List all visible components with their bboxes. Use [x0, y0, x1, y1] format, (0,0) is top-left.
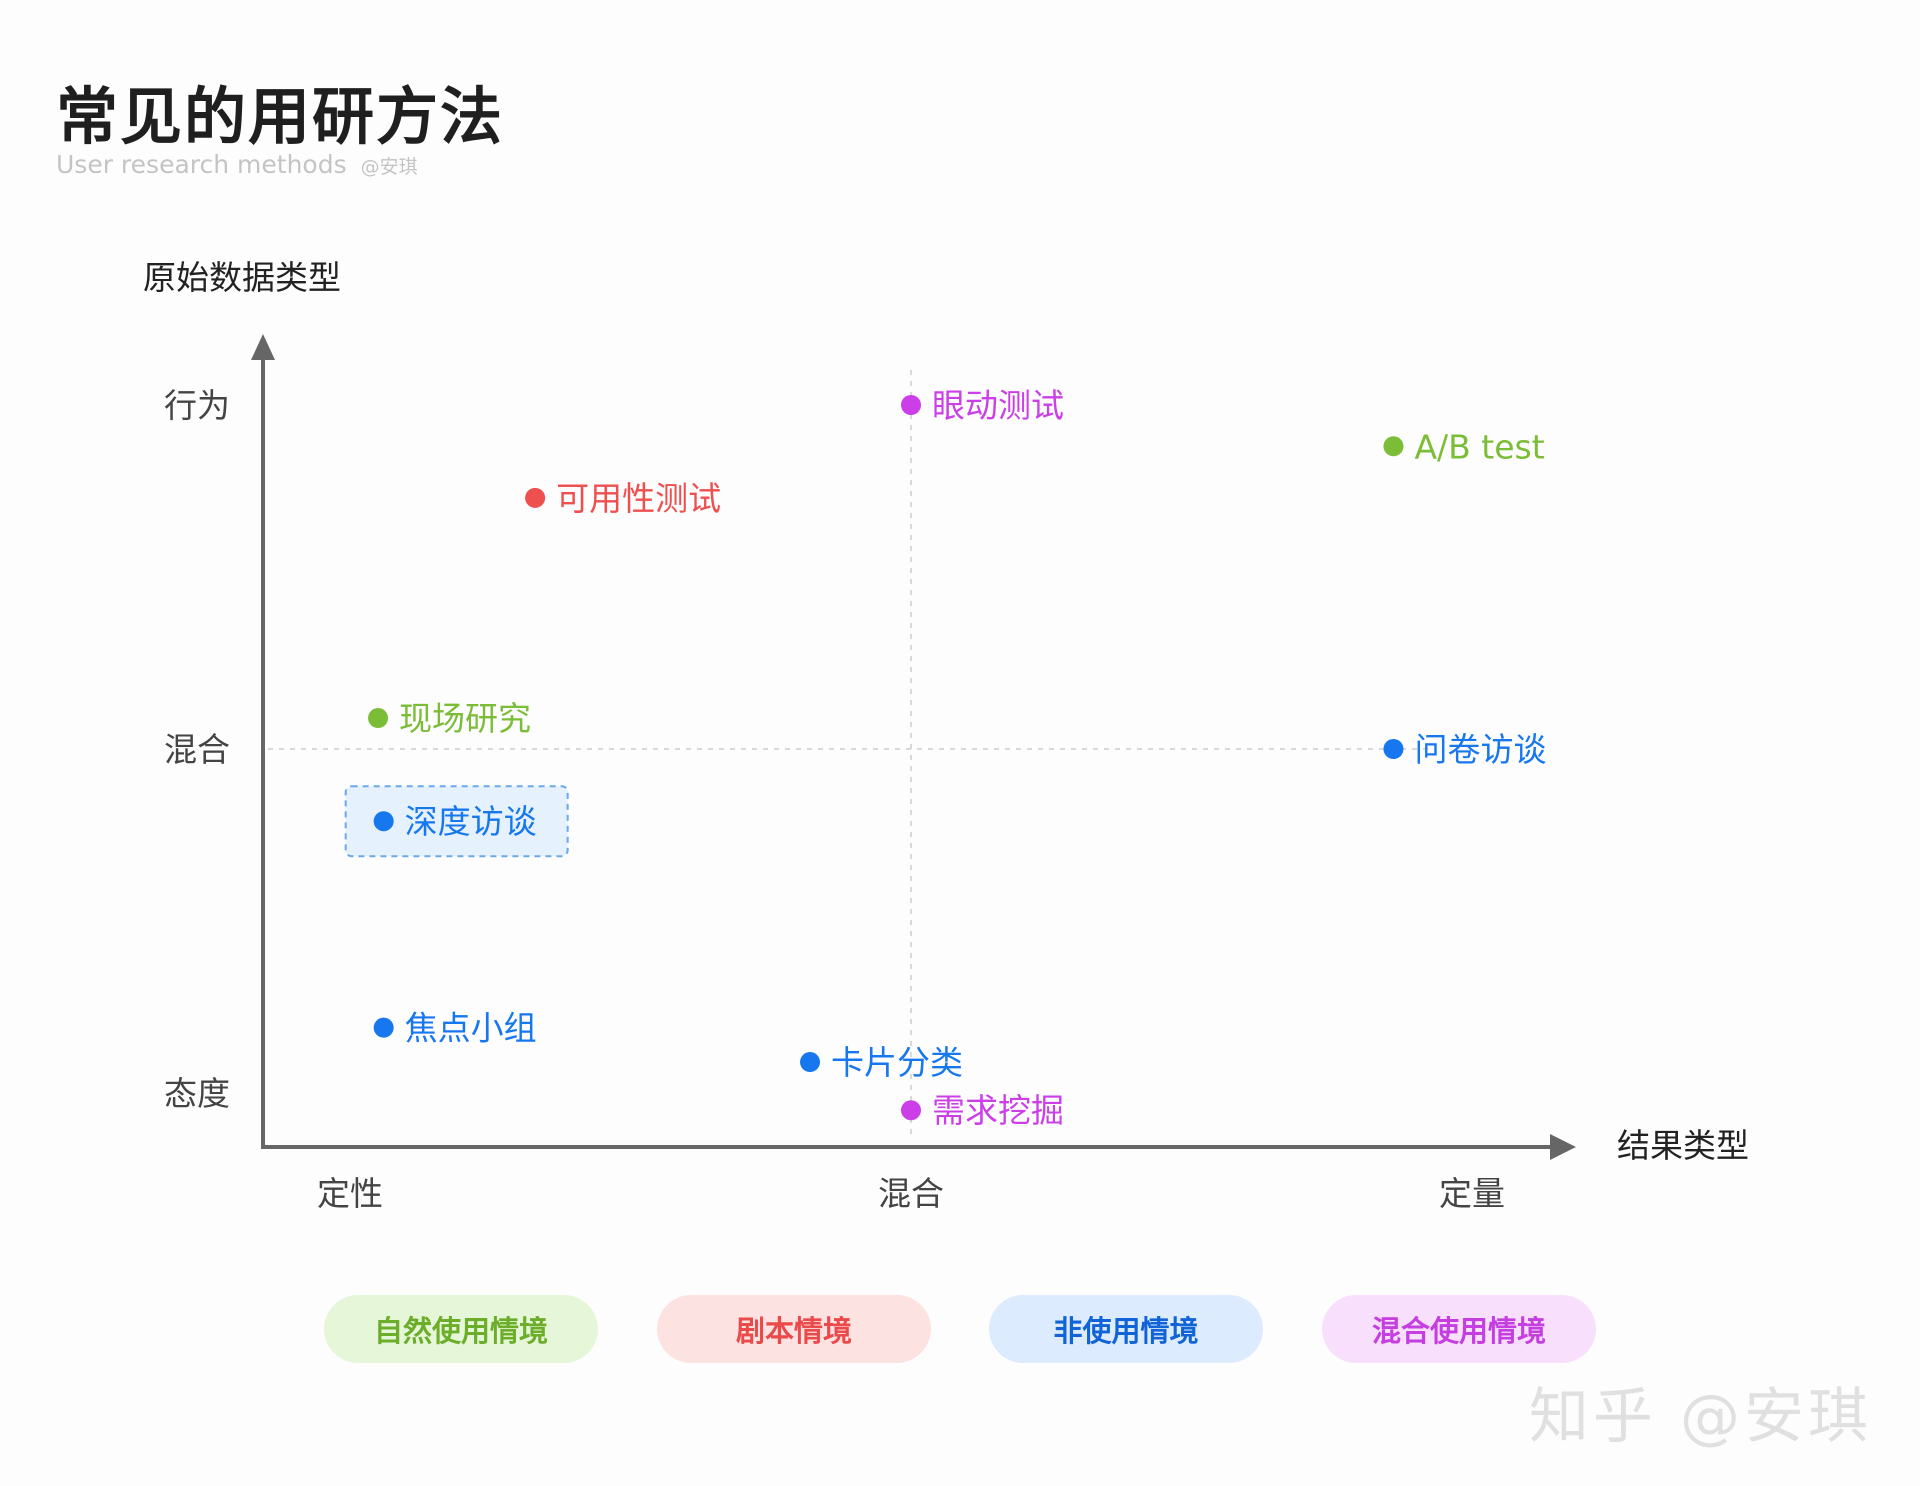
data-point: [373, 811, 394, 832]
y-axis-arrow: [251, 334, 275, 360]
y-tick-label: 行为: [164, 386, 230, 425]
x-axis-title: 结果类型: [1617, 1126, 1749, 1165]
watermark: 知乎 @安琪: [1528, 1382, 1872, 1452]
legend-mixed-context: 混合使用情境: [1322, 1295, 1596, 1363]
data-point: [901, 395, 921, 415]
data-point: [800, 1052, 821, 1073]
data-point-label: 问卷访谈: [1414, 730, 1546, 769]
page-title: 常见的用研方法: [56, 80, 505, 153]
legend-label: 剧本情境: [735, 1314, 852, 1348]
legend-label: 自然使用情境: [373, 1314, 548, 1348]
data-point-label: 现场研究: [399, 699, 531, 738]
author-tag: @安琪: [360, 156, 418, 178]
data-point: [1383, 739, 1404, 759]
data-point: [373, 1017, 394, 1038]
page-subtitle: User research methods @安琪: [56, 150, 418, 179]
x-tick-label: 混合: [878, 1174, 944, 1213]
legend-scripted-context: 剧本情境: [657, 1295, 931, 1363]
data-point: [368, 708, 389, 729]
legend: 自然使用情境 剧本情境 非使用情境 混合使用情境: [0, 1295, 1920, 1365]
data-point: [1383, 436, 1404, 457]
y-axis-title: 原始数据类型: [143, 258, 341, 297]
data-point-label: 需求挖掘: [932, 1091, 1064, 1130]
data-point-label: 卡片分类: [831, 1043, 963, 1082]
highlight-box: [344, 785, 569, 858]
x-axis-arrow: [1550, 1134, 1576, 1160]
data-point-label: A/B test: [1414, 427, 1544, 466]
x-tick-label: 定性: [317, 1174, 383, 1213]
data-point: [901, 1100, 921, 1121]
data-point-label: 可用性测试: [556, 479, 721, 518]
subtitle-text: User research methods: [56, 150, 347, 179]
x-tick-label: 定量: [1439, 1174, 1505, 1213]
legend-natural-context: 自然使用情境: [324, 1295, 598, 1363]
legend-decontextualized: 非使用情境: [989, 1295, 1263, 1363]
data-point-label: 眼动测试: [932, 386, 1064, 425]
data-point: [525, 487, 546, 508]
y-tick-label: 混合: [164, 730, 230, 769]
legend-label: 非使用情境: [1053, 1314, 1199, 1348]
data-point-label: 深度访谈: [405, 802, 537, 841]
legend-label: 混合使用情境: [1371, 1314, 1546, 1348]
y-tick-label: 态度: [164, 1074, 230, 1113]
data-point-label: 焦点小组: [405, 1009, 537, 1048]
